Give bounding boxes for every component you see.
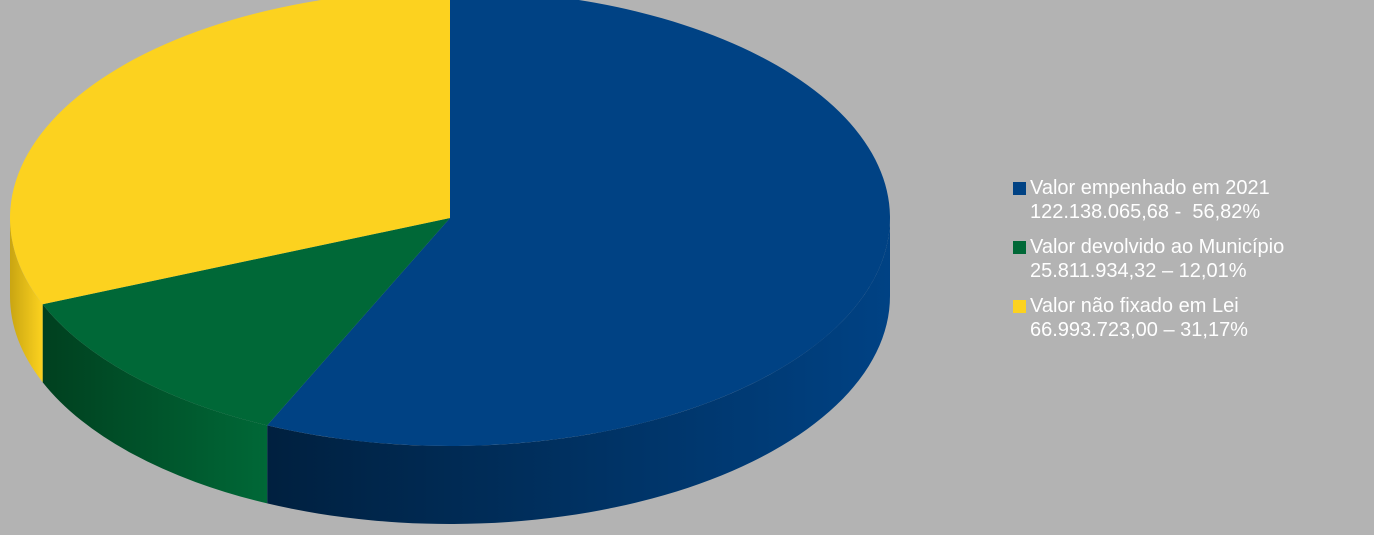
legend-value-empenhado: 122.138.065,68 - 56,82%: [1030, 201, 1261, 223]
legend-item-empenhado: Valor empenhado em 2021 122.138.065,68 -…: [1013, 176, 1374, 224]
legend-swatch-empenhado: [1013, 182, 1026, 195]
legend: Valor empenhado em 2021 122.138.065,68 -…: [1013, 176, 1374, 353]
pie-slice-devolvido: [42, 218, 451, 426]
legend-item-devolvido: Valor devolvido ao Município 25.811.934,…: [1013, 235, 1374, 283]
legend-value-devolvido: 25.811.934,32 – 12,01%: [1030, 260, 1247, 282]
legend-label-empenhado: Valor empenhado em 2021: [1030, 177, 1270, 199]
pie-side-devolvido: [42, 304, 268, 504]
legend-swatch-nao-fixado: [1013, 300, 1026, 313]
pie-side-empenhado: [267, 218, 891, 525]
pie-slice-empenhado: [267, 0, 890, 446]
pie-side-nao-fixado: [9, 218, 43, 383]
legend-item-nao-fixado: Valor não fixado em Lei 66.993.723,00 – …: [1013, 294, 1374, 342]
legend-label-devolvido: Valor devolvido ao Município: [1030, 236, 1285, 258]
legend-label-nao-fixado: Valor não fixado em Lei: [1030, 295, 1239, 317]
legend-swatch-devolvido: [1013, 241, 1026, 254]
pie-slice-nao-fixado: [10, 0, 450, 305]
legend-value-nao-fixado: 66.993.723,00 – 31,17%: [1030, 319, 1248, 341]
